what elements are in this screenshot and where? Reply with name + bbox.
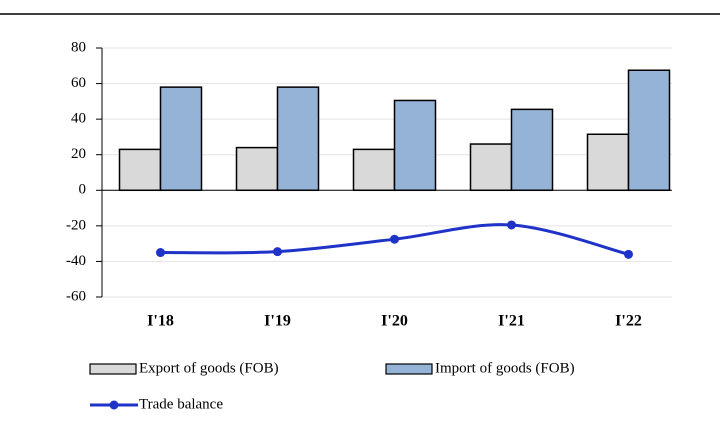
bar [510,108,554,192]
legend-label: Trade balance [139,396,223,412]
y-tick-label: 40 [71,111,86,127]
line-marker [273,247,282,257]
x-tick-label: I'21 [498,313,525,330]
line-marker [156,248,165,258]
x-tick-label: I'18 [147,313,174,330]
bar [276,86,320,192]
y-tick-label: 80 [71,39,86,55]
line-marker [624,249,633,259]
line-marker [390,234,399,244]
bar [469,143,513,192]
bar [586,133,630,192]
legend-marker [109,400,119,410]
x-tick-label: I'20 [381,313,408,330]
y-tick-label: -40 [66,253,86,269]
legend-swatch [89,363,137,375]
x-tick-label: I'19 [264,313,291,330]
y-tick-label: 0 [79,182,87,198]
bar [393,99,437,192]
bar [235,146,279,192]
y-tick-label: 60 [71,75,86,91]
x-tick-label: I'22 [615,313,642,330]
y-tick-label: -60 [66,288,86,304]
line-marker [507,220,516,230]
legend-label: Import of goods (FOB) [435,360,575,376]
legend-label: Export of goods (FOB) [139,360,279,376]
bar [627,69,671,192]
bar [352,148,396,192]
bar [159,86,203,192]
y-tick-label: -20 [66,217,86,233]
bar [118,148,162,192]
y-tick-label: 20 [71,146,86,162]
legend-swatch [385,363,433,375]
